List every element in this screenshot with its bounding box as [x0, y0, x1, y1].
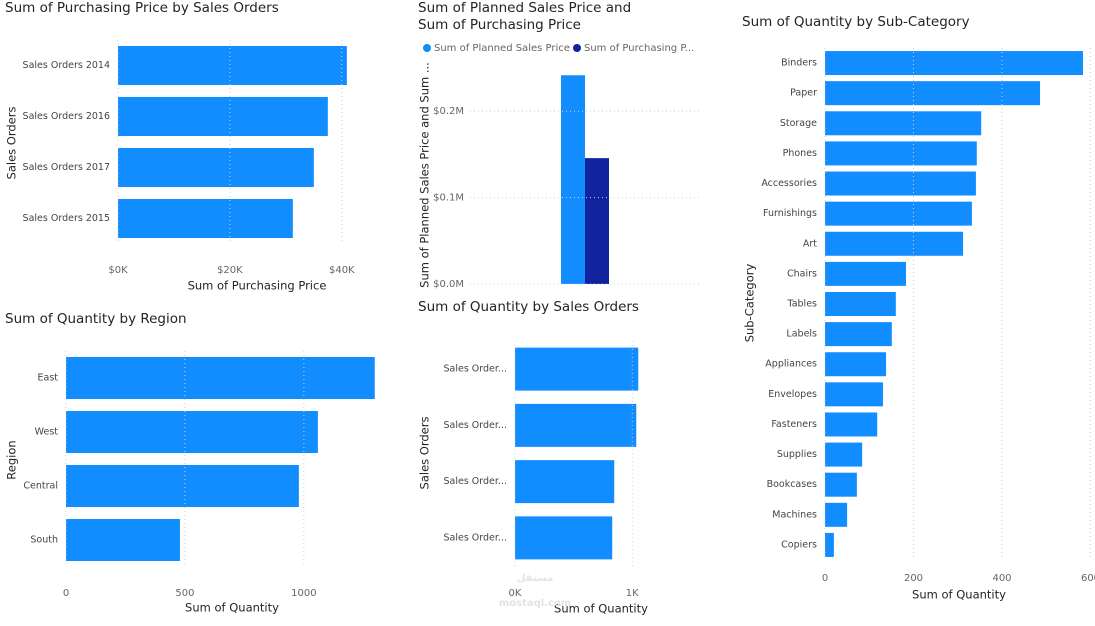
bar: [825, 352, 887, 377]
y-tick-label: $0.2M: [433, 106, 464, 117]
y-tick-label: Storage: [780, 118, 817, 129]
y-tick-label: Sales Orders 2014: [23, 60, 110, 71]
bar: [825, 442, 863, 467]
bar: [825, 322, 892, 347]
y-tick-label: Sales Orders 2017: [23, 162, 110, 173]
bar: [825, 292, 896, 316]
bar: [118, 46, 347, 85]
bar: [515, 460, 615, 504]
bar: [515, 516, 613, 560]
y-tick-label: Envelopes: [768, 389, 817, 400]
watermark-logo: مستقل: [517, 573, 554, 584]
x-tick-label: 500: [175, 588, 194, 599]
x-axis-title: Sum of Purchasing Price: [188, 279, 327, 293]
y-tick-label: Art: [803, 238, 817, 249]
bar: [515, 347, 639, 391]
chart-title: Sum of Quantity by Region: [5, 311, 187, 327]
bar: [561, 75, 585, 284]
y-tick-label: Phones: [783, 148, 817, 159]
x-tick-label: 600: [1081, 573, 1095, 584]
x-tick-label: 1000: [291, 588, 316, 599]
x-tick-label: $40K: [329, 265, 355, 276]
x-axis-title: Sum of Quantity: [554, 602, 648, 616]
x-tick-label: 200: [904, 573, 923, 584]
legend-label: Sum of Purchasing P...: [584, 43, 694, 54]
y-tick-label: Bookcases: [767, 479, 817, 490]
y-axis-title: Sales Orders: [418, 417, 432, 490]
y-tick-label: Appliances: [765, 359, 817, 370]
y-tick-label: Tables: [786, 299, 817, 310]
y-tick-label: Binders: [781, 58, 817, 69]
bar: [825, 472, 857, 497]
y-tick-label: Chairs: [787, 268, 817, 279]
y-tick-label: Supplies: [777, 449, 817, 460]
chart-title: Sum of Purchasing Price by Sales Orders: [5, 0, 279, 16]
y-axis-title: Region: [5, 440, 19, 479]
x-tick-label: 0K: [509, 588, 522, 599]
bar: [118, 148, 314, 187]
bar: [825, 532, 834, 557]
legend-label: Sum of Planned Sales Price: [434, 43, 570, 54]
y-axis-title: Sales Orders: [5, 107, 19, 180]
y-tick-label: Copiers: [781, 539, 817, 550]
chart-title: Sum of Quantity by Sales Orders: [418, 299, 639, 315]
y-tick-label: East: [38, 373, 59, 384]
y-tick-label: $0.1M: [433, 193, 464, 204]
y-axis-title: Sub-Category: [743, 264, 757, 343]
y-tick-label: Sales Order...: [444, 532, 508, 543]
y-tick-label: West: [35, 427, 59, 438]
y-tick-label: Sales Orders 2015: [23, 213, 110, 224]
bar: [515, 403, 637, 447]
y-tick-label: Labels: [786, 329, 817, 340]
x-axis-title: Sum of Quantity: [912, 588, 1006, 602]
y-tick-label: Central: [23, 481, 58, 492]
y-tick-label: Sales Order...: [444, 364, 508, 375]
x-tick-label: 1K: [626, 588, 639, 599]
bar: [118, 97, 328, 136]
bar: [825, 382, 883, 407]
x-tick-label: 400: [992, 573, 1011, 584]
y-tick-label: Sales Order...: [444, 476, 508, 487]
bar: [825, 81, 1041, 106]
bar: [66, 465, 299, 507]
y-tick-label: South: [30, 535, 58, 546]
y-tick-label: Furnishings: [763, 208, 817, 219]
y-tick-label: Fasteners: [771, 419, 817, 430]
legend-marker: [573, 44, 581, 52]
x-tick-label: 0: [822, 573, 828, 584]
watermark-url: mostaql.com: [499, 598, 571, 609]
bar: [825, 412, 878, 437]
bar: [825, 231, 964, 256]
bar: [825, 51, 1083, 76]
bar: [66, 411, 318, 453]
chart-title: Sum of Planned Sales Price and Sum of Pur…: [418, 0, 631, 33]
y-tick-label: Sales Order...: [444, 420, 508, 431]
y-tick-label: $0.0M: [433, 279, 464, 290]
y-tick-label: Machines: [772, 509, 817, 520]
x-tick-label: $0K: [108, 265, 128, 276]
bar: [585, 158, 609, 284]
bar: [825, 261, 906, 286]
chart-title: Sum of Quantity by Sub-Category: [742, 14, 970, 30]
x-axis-title: Sum of Quantity: [185, 601, 279, 615]
y-axis-title: Sum of Planned Sales Price and Sum ...: [418, 62, 432, 288]
bar: [825, 502, 848, 527]
y-tick-label: Sales Orders 2016: [23, 111, 110, 122]
bar: [825, 111, 982, 136]
legend-marker: [423, 44, 431, 52]
y-tick-label: Accessories: [761, 178, 817, 189]
x-tick-label: $20K: [217, 265, 243, 276]
bar: [825, 171, 976, 196]
bar: [825, 141, 977, 166]
x-tick-label: 0: [63, 588, 69, 599]
y-tick-label: Paper: [790, 88, 817, 99]
bar: [66, 357, 375, 399]
bar: [66, 519, 180, 561]
bar: [118, 199, 293, 238]
bar: [825, 201, 972, 226]
